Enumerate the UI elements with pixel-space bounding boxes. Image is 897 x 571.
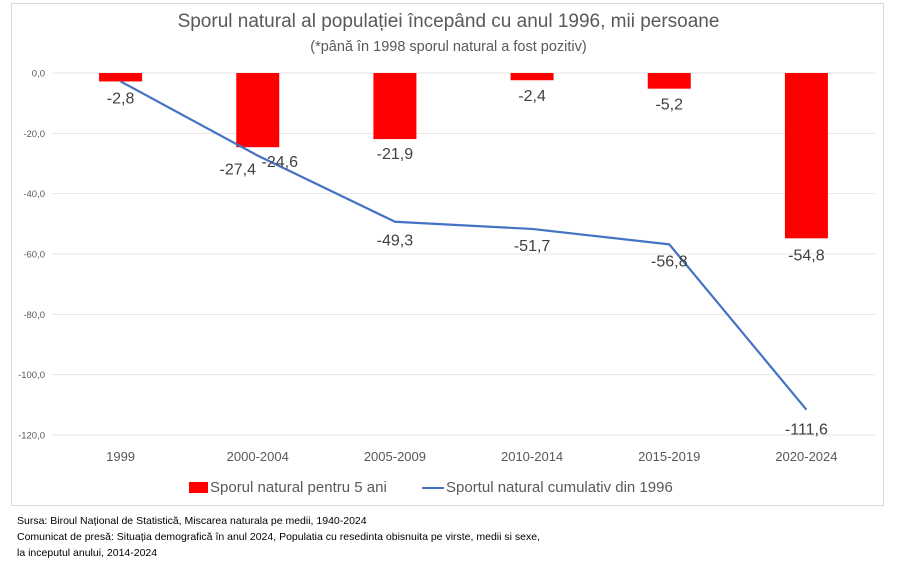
legend-label-bar: Sporul natural pentru 5 ani bbox=[210, 479, 387, 496]
y-tick-label: -60,0 bbox=[23, 250, 45, 261]
line-data-label: -49,3 bbox=[377, 233, 414, 250]
bar-data-label: -2,8 bbox=[107, 90, 135, 107]
y-tick-label: 0,0 bbox=[32, 69, 45, 80]
legend-swatch-bar bbox=[189, 482, 208, 493]
legend-item-line: Sportul natural cumulativ din 1996 bbox=[422, 479, 673, 496]
legend-label-line: Sportul natural cumulativ din 1996 bbox=[446, 479, 673, 496]
bar-data-label: -5,2 bbox=[655, 97, 683, 114]
source-line: Sursa: Biroul Național de Statistică, Mi… bbox=[17, 515, 367, 527]
line-data-label: -56,8 bbox=[651, 253, 688, 270]
source-line: Comunicat de presă: Situația demografică… bbox=[17, 531, 540, 543]
bar bbox=[373, 73, 417, 140]
legend-item-bar: Sporul natural pentru 5 ani bbox=[189, 479, 387, 496]
chart-title: Sporul natural al populației începând cu… bbox=[177, 11, 720, 32]
bar bbox=[236, 73, 280, 148]
line-data-label: -51,7 bbox=[514, 238, 551, 255]
x-tick-label: 2015-2019 bbox=[638, 449, 700, 464]
line-data-label: -111,6 bbox=[785, 422, 828, 439]
bar bbox=[99, 73, 143, 82]
x-tick-label: 1999 bbox=[106, 449, 135, 464]
bar-data-label: -21,9 bbox=[377, 146, 414, 163]
bar bbox=[647, 73, 691, 89]
y-tick-label: -80,0 bbox=[23, 310, 45, 321]
bar-data-label: -24,6 bbox=[262, 154, 299, 171]
x-tick-label: 2005-2009 bbox=[364, 449, 426, 464]
source-line: la inceputul anului, 2014-2024 bbox=[17, 547, 158, 559]
y-tick-label: -120,0 bbox=[18, 431, 45, 442]
source-note: Sursa: Biroul Național de Statistică, Mi… bbox=[17, 513, 540, 561]
x-tick-label: 2020-2024 bbox=[775, 449, 837, 464]
bar bbox=[510, 73, 554, 81]
legend-swatch-line bbox=[422, 486, 444, 489]
y-tick-label: -100,0 bbox=[18, 370, 45, 381]
cumulative-line bbox=[120, 80, 808, 411]
y-tick-label: -20,0 bbox=[23, 129, 45, 140]
x-tick-label: 2010-2014 bbox=[501, 449, 563, 464]
bar-data-label: -54,8 bbox=[788, 247, 825, 264]
line-data-label: -27,4 bbox=[220, 162, 257, 179]
y-tick-label: -40,0 bbox=[23, 189, 45, 200]
bar-data-label: -2,4 bbox=[518, 88, 546, 105]
chart-subtitle: (*până în 1998 sporul natural a fost poz… bbox=[310, 39, 587, 55]
x-tick-label: 2000-2004 bbox=[227, 449, 289, 464]
bar bbox=[784, 73, 828, 239]
